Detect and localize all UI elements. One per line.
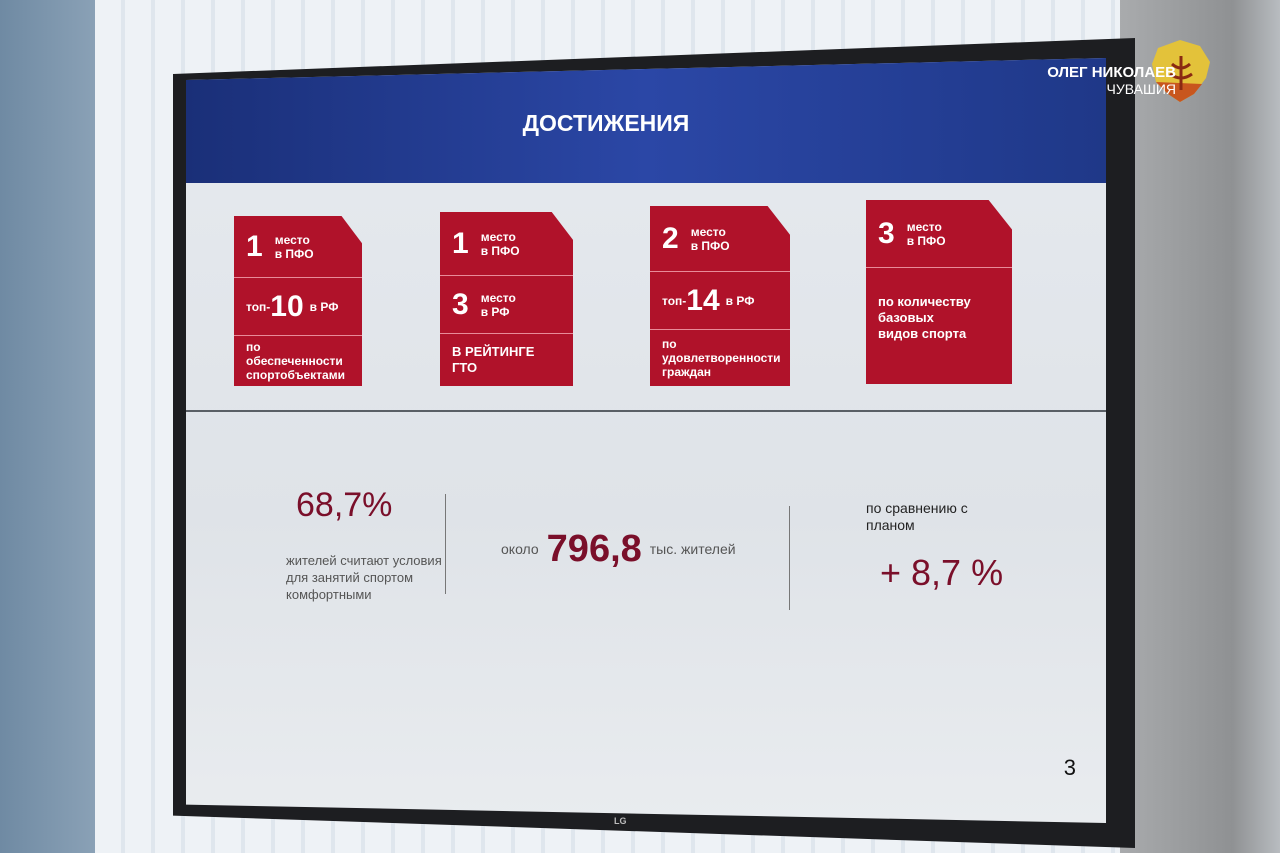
achievement-card: 2 место в ПФО топ- 14 в РФ по удовлетворенн…	[650, 206, 790, 386]
card-caption: по обеспеченности спортобъектами	[246, 340, 345, 382]
achievement-card: 1 место в ПФО топ- 10 в РФ по обеспеченност…	[234, 216, 362, 386]
plan-value: + 8,7 %	[880, 552, 1004, 593]
prefix: топ-	[662, 293, 687, 308]
rank: 3	[878, 216, 895, 250]
divider	[186, 410, 1106, 412]
watermark-name: ОЛЕГ НИКОЛАЕВ	[1047, 64, 1176, 81]
card-caption: по количеству базовых видов спорта	[878, 294, 971, 341]
achievement-card: 1 место в ПФО 3 место в РФ В РЕЙТИНГЕ ГТО	[440, 212, 573, 386]
slide: ДОСТИЖЕНИЯ 1 место в ПФО топ- 10 в РФ по об…	[186, 58, 1106, 823]
divider	[445, 494, 446, 594]
watermark-region: ЧУВАШИЯ	[1106, 81, 1176, 97]
prefix: топ-	[246, 299, 271, 314]
rank-label: место в ПФО	[480, 229, 520, 258]
comfort-text: жителей считают условия для занятий спор…	[286, 553, 442, 602]
page-number: 3	[1063, 755, 1076, 780]
rank-label: место в РФ	[480, 290, 516, 319]
slide-header: ДОСТИЖЕНИЯ	[186, 58, 1106, 183]
rank-label: место в ПФО	[690, 224, 730, 253]
chuvashia-emblem-icon	[1152, 40, 1210, 102]
divider	[789, 506, 790, 610]
residents-value: 796,8	[546, 528, 642, 570]
residents-stat: около 796,8 тыс. жителей	[501, 528, 736, 571]
residents-prefix: около	[501, 541, 539, 557]
rank: 1	[246, 229, 263, 263]
residents-suffix: тыс. жителей	[649, 541, 736, 557]
watermark: ОЛЕГ НИКОЛАЕВ ЧУВАШИЯ	[1034, 64, 1176, 97]
slide-title: ДОСТИЖЕНИЯ	[522, 110, 690, 136]
rank-label: место в ПФО	[906, 219, 946, 248]
rank: 2	[662, 221, 679, 255]
card-caption: по удовлетворенности граждан	[662, 337, 781, 379]
rank: 1	[452, 226, 469, 260]
comfort-value: 68,7%	[296, 486, 393, 524]
rank: 3	[452, 287, 469, 321]
wall	[1120, 0, 1280, 853]
rank: 14	[686, 283, 720, 317]
plan-text: по сравнению с планом	[866, 500, 968, 533]
rank-label: место в ПФО	[274, 232, 314, 261]
rank-label: в РФ	[309, 299, 339, 314]
achievement-card: 3 место в ПФО по количеству базовых видов…	[866, 200, 1012, 384]
tv-brand-logo: LG	[614, 816, 627, 826]
card-caption: В РЕЙТИНГЕ ГТО	[452, 344, 535, 375]
rank: 10	[270, 289, 304, 323]
wall	[0, 0, 95, 853]
rank-label: в РФ	[725, 293, 755, 308]
